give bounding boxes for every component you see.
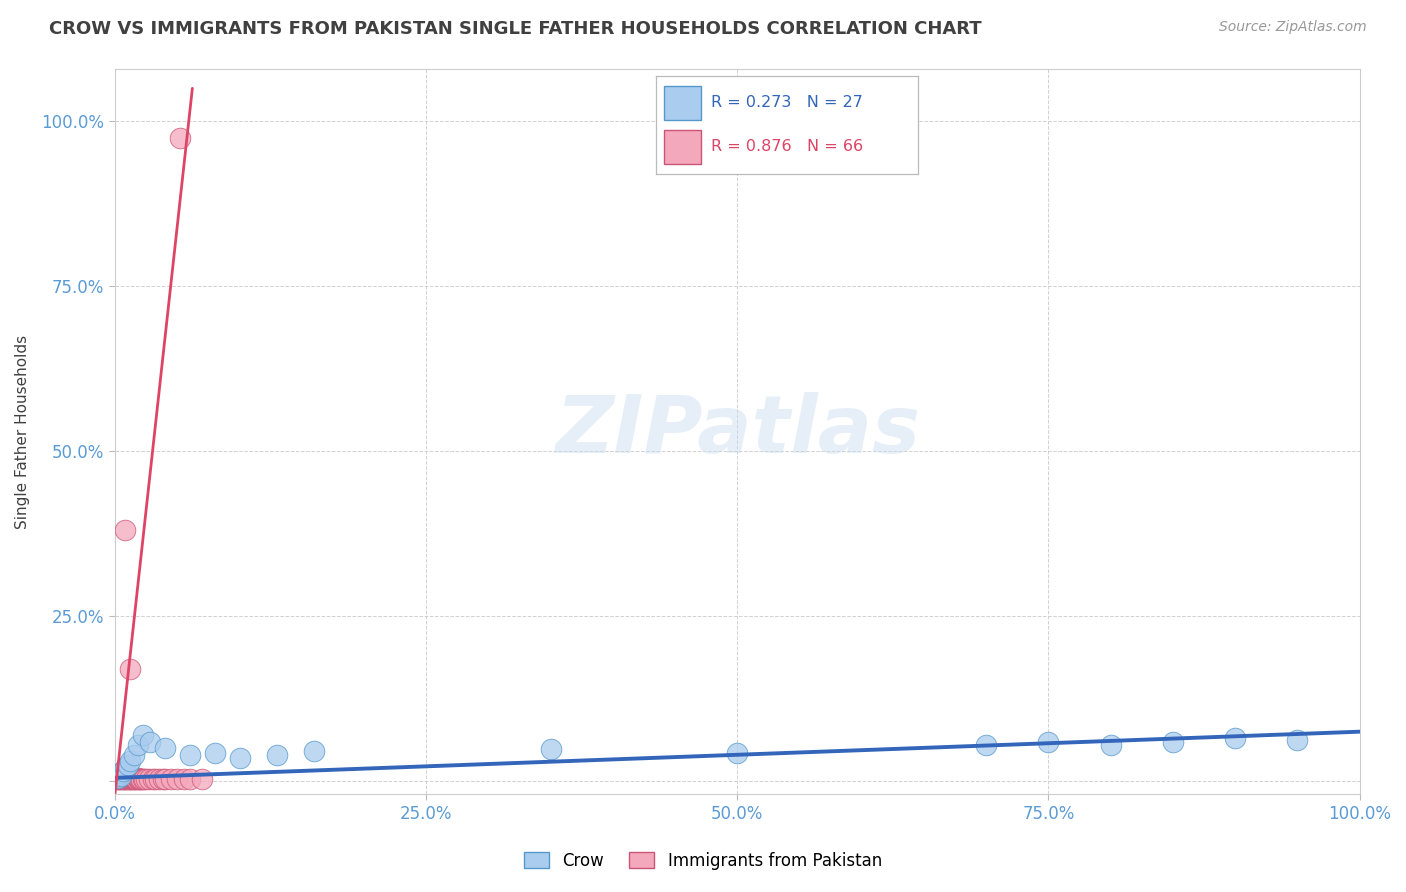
Point — [118, 772, 141, 787]
Text: Source: ZipAtlas.com: Source: ZipAtlas.com — [1219, 20, 1367, 34]
Point — [120, 771, 142, 785]
Point — [105, 772, 128, 787]
Point — [105, 771, 128, 785]
Point — [1223, 731, 1246, 746]
Point — [153, 772, 176, 787]
Point — [122, 747, 145, 762]
Point — [114, 524, 136, 538]
Point — [129, 772, 152, 787]
Point — [131, 772, 153, 787]
Point — [121, 771, 143, 785]
Point — [128, 772, 150, 787]
Legend: Crow, Immigrants from Pakistan: Crow, Immigrants from Pakistan — [517, 846, 889, 877]
Point — [112, 772, 135, 787]
Point — [191, 772, 214, 787]
Point — [1161, 734, 1184, 748]
Point — [110, 771, 132, 785]
Point — [122, 772, 145, 787]
Point — [141, 772, 163, 787]
Point — [974, 738, 997, 752]
Point — [266, 747, 288, 762]
Point — [108, 771, 131, 785]
Point — [111, 771, 134, 785]
Point — [117, 771, 139, 785]
Point — [138, 772, 160, 787]
Point — [110, 772, 132, 787]
Point — [114, 771, 136, 785]
Point — [111, 772, 134, 787]
Point — [121, 772, 143, 787]
Point — [108, 766, 131, 780]
Point — [108, 767, 131, 781]
Point — [127, 738, 149, 752]
Point — [122, 771, 145, 785]
Point — [115, 772, 138, 787]
Point — [127, 772, 149, 787]
Point — [107, 771, 129, 785]
Point — [105, 770, 128, 784]
Point — [120, 772, 142, 787]
Point — [108, 767, 131, 781]
Point — [110, 767, 132, 781]
Point — [118, 771, 141, 785]
Point — [117, 757, 139, 772]
Text: ZIPatlas: ZIPatlas — [555, 392, 920, 470]
Point — [152, 772, 174, 787]
Point — [114, 772, 136, 787]
Y-axis label: Single Father Households: Single Father Households — [15, 334, 30, 528]
Text: CROW VS IMMIGRANTS FROM PAKISTAN SINGLE FATHER HOUSEHOLDS CORRELATION CHART: CROW VS IMMIGRANTS FROM PAKISTAN SINGLE … — [49, 20, 981, 37]
Point — [173, 772, 195, 787]
Point — [114, 769, 136, 783]
Point — [108, 772, 131, 787]
Point — [540, 742, 562, 756]
Point — [153, 741, 176, 756]
Point — [117, 769, 139, 783]
Point — [108, 771, 131, 785]
Point — [1038, 734, 1060, 748]
Point — [139, 734, 162, 748]
Point — [117, 772, 139, 787]
Point — [179, 747, 201, 762]
Point — [143, 772, 166, 787]
Point — [169, 130, 191, 145]
Point — [111, 769, 134, 783]
Point — [105, 769, 128, 783]
Point — [114, 761, 136, 775]
Point — [179, 772, 201, 787]
Point — [228, 751, 250, 765]
Point — [148, 772, 170, 787]
Point — [160, 772, 183, 787]
Point — [304, 744, 326, 758]
Point — [108, 772, 131, 787]
Point — [124, 771, 146, 785]
Point — [204, 747, 226, 761]
Point — [135, 772, 157, 787]
Point — [131, 772, 153, 787]
Point — [132, 772, 155, 787]
Point — [107, 771, 129, 785]
Point — [131, 728, 153, 742]
Point — [115, 771, 138, 785]
Point — [725, 747, 748, 761]
Point — [125, 772, 148, 787]
Point — [166, 772, 188, 787]
Point — [124, 772, 146, 787]
Point — [120, 771, 142, 785]
Point — [108, 769, 131, 783]
Point — [112, 771, 135, 785]
Point — [107, 772, 129, 787]
Point — [110, 769, 132, 783]
Point — [112, 770, 135, 784]
Point — [120, 755, 142, 769]
Point — [1286, 733, 1309, 747]
Point — [120, 772, 142, 787]
Point — [120, 662, 142, 676]
Point — [107, 769, 129, 783]
Point — [110, 770, 132, 784]
Point — [111, 764, 134, 779]
Point — [127, 771, 149, 785]
Point — [108, 770, 131, 784]
Point — [1099, 738, 1122, 752]
